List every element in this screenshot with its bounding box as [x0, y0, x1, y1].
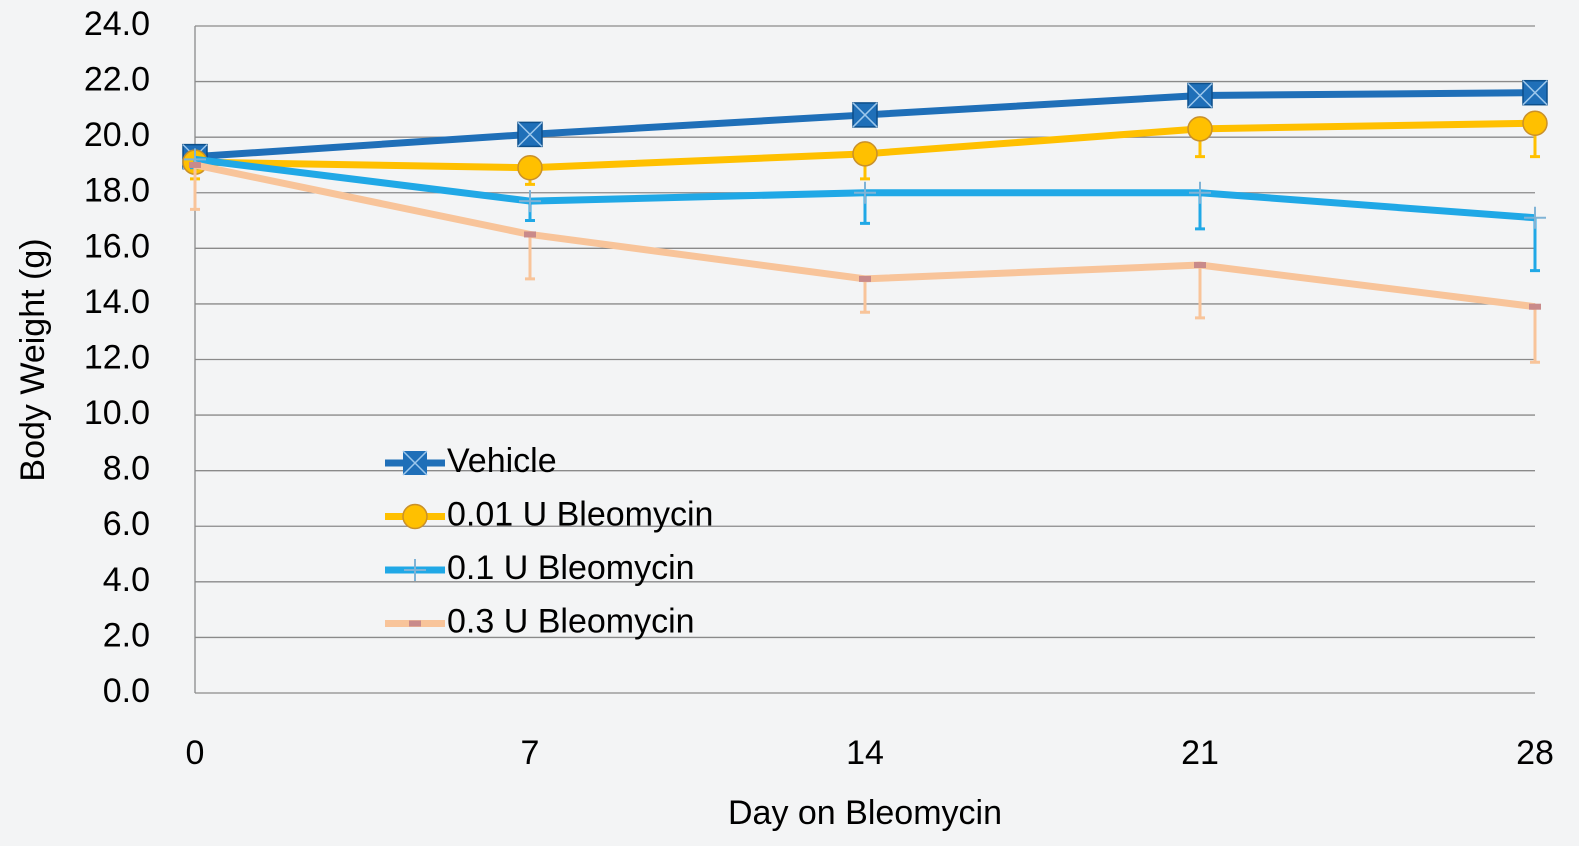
marker: [518, 156, 542, 180]
y-tick-label: 8.0: [103, 450, 150, 488]
y-tick-label: 18.0: [84, 172, 150, 210]
legend-label: 0.3 U Bleomycin: [447, 602, 695, 640]
marker: [1523, 111, 1547, 135]
y-tick-label: 22.0: [84, 61, 150, 99]
marker: [1188, 117, 1212, 141]
legend-label: 0.1 U Bleomycin: [447, 549, 695, 587]
y-tick-label: 24.0: [84, 5, 150, 43]
y-tick-label: 6.0: [103, 505, 150, 543]
legend-label: Vehicle: [447, 442, 557, 480]
y-axis-title: Body Weight (g): [14, 238, 52, 481]
x-tick-label: 28: [1516, 734, 1554, 772]
marker: [524, 231, 536, 237]
marker: [1194, 262, 1206, 268]
marker: [853, 142, 877, 166]
legend-marker: [403, 505, 427, 529]
marker: [1529, 304, 1541, 310]
y-tick-label: 10.0: [84, 394, 150, 432]
y-tick-label: 2.0: [103, 616, 150, 654]
y-tick-label: 14.0: [84, 283, 150, 321]
marker: [189, 162, 201, 168]
legend-label: 0.01 U Bleomycin: [447, 495, 713, 533]
y-tick-label: 0.0: [103, 672, 150, 710]
marker: [859, 276, 871, 282]
legend-marker: [409, 621, 421, 627]
x-axis-title: Day on Bleomycin: [728, 794, 1002, 832]
x-tick-label: 21: [1181, 734, 1219, 772]
x-tick-label: 0: [186, 734, 205, 772]
y-tick-label: 16.0: [84, 227, 150, 265]
chart: Body Weight (g) Day on Bleomycin 0.0 2.0 4…: [0, 0, 1579, 846]
x-tick-label: 7: [521, 734, 540, 772]
y-tick-label: 4.0: [103, 561, 150, 599]
x-tick-label: 14: [846, 734, 884, 772]
y-tick-label: 12.0: [84, 338, 150, 376]
y-tick-label: 20.0: [84, 116, 150, 154]
